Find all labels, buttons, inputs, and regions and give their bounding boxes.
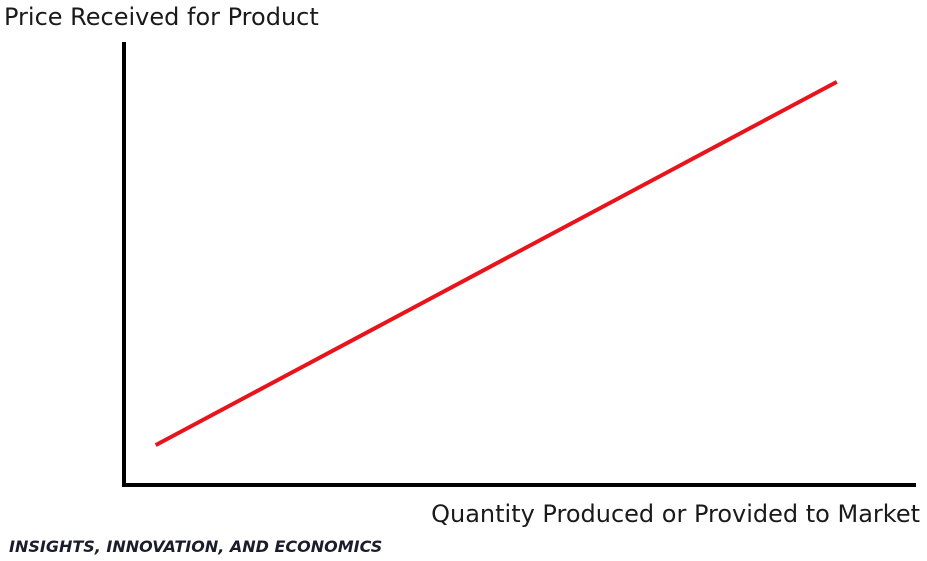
y-axis-label: Price Received for Product (4, 3, 319, 31)
x-axis-label: Quantity Produced or Provided to Market (431, 500, 920, 528)
series-line-1 (154, 80, 838, 447)
series-layer (154, 80, 838, 447)
footer-brand-text: INSIGHTS, INNOVATION, AND ECONOMICS (9, 537, 383, 556)
